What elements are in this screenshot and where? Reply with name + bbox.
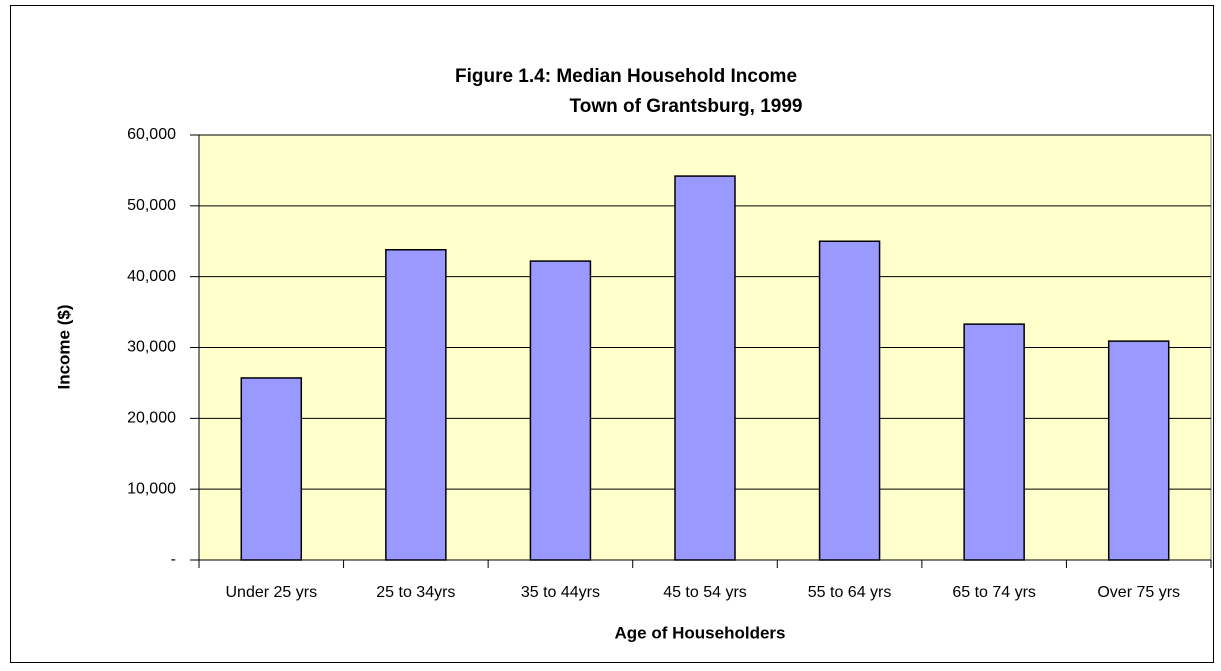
y-tick-label: 50,000: [127, 197, 176, 214]
bar: [529, 260, 592, 561]
y-tick-label: 10,000: [127, 480, 176, 497]
chart-subtitle: Town of Grantsburg, 1999: [570, 96, 803, 117]
x-axis-title: Age of Householders: [615, 623, 786, 642]
y-tick-label: -: [171, 551, 176, 568]
bar: [818, 240, 881, 561]
x-tick-label: 65 to 74 yrs: [952, 584, 1036, 601]
y-tick-label: 60,000: [127, 126, 176, 143]
bar: [240, 377, 303, 561]
bar: [674, 175, 736, 561]
x-tick-label: 45 to 54 yrs: [663, 584, 747, 601]
y-tick-label: 20,000: [127, 410, 176, 427]
x-tick-label: 55 to 64 yrs: [808, 584, 892, 601]
x-tick-label: 35 to 44yrs: [521, 584, 600, 601]
bar: [385, 249, 447, 561]
bar: [963, 323, 1025, 561]
x-tick-label: Under 25 yrs: [225, 584, 317, 601]
x-tick-label: 25 to 34yrs: [376, 584, 455, 601]
y-tick-label: 40,000: [127, 268, 176, 285]
bar: [1107, 340, 1170, 561]
x-tick-label: Over 75 yrs: [1097, 584, 1180, 601]
y-tick-label: 30,000: [127, 339, 176, 356]
y-axis-title: Income ($): [54, 304, 73, 389]
chart-title: Figure 1.4: Median Household Income: [455, 66, 797, 87]
